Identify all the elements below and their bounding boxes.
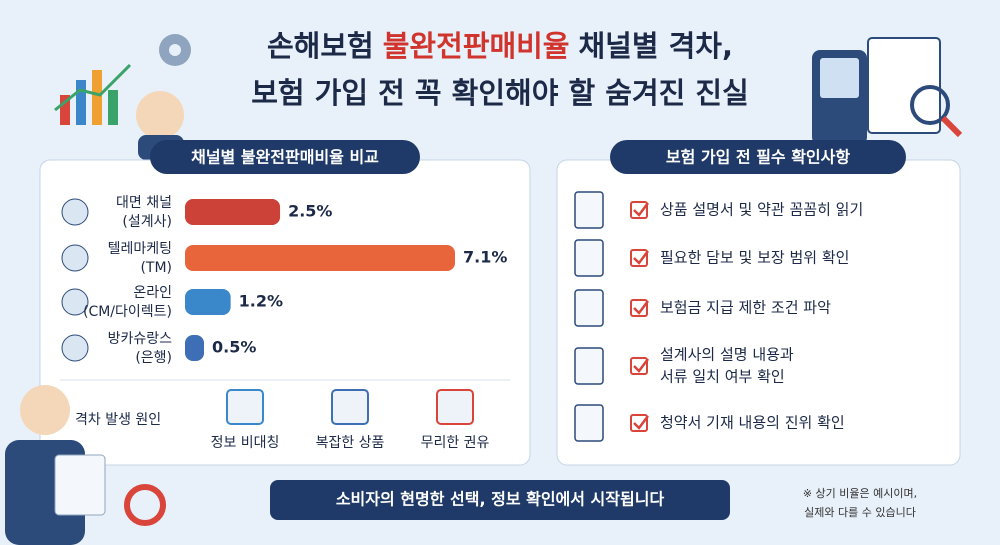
- category-label: 방카슈랑스: [108, 331, 173, 347]
- checklist-title-pill: [610, 140, 906, 174]
- value-label: 7.1%: [463, 248, 507, 267]
- value-label: 2.5%: [288, 202, 332, 221]
- value-label: 1.2%: [239, 292, 283, 311]
- doc-icon: [574, 289, 604, 327]
- title-highlight: 불완전판매비율: [383, 29, 570, 63]
- title-part: 손해보험: [267, 29, 374, 63]
- bar: [185, 335, 205, 361]
- checklist-item: 청약서 기재 내용의 진위 확인: [660, 414, 845, 432]
- doc-icon: [574, 404, 604, 442]
- cause-label: 무리한 권유: [421, 435, 490, 451]
- checkmark: [633, 358, 649, 373]
- decor-documents: [812, 37, 963, 145]
- checklist-title: 보험 가입 전 필수 확인사항: [666, 148, 850, 167]
- category-note: (은행): [135, 350, 172, 366]
- category-label: 온라인: [133, 285, 172, 301]
- note-line: ※ 상기 비율은 예시이며,: [803, 487, 917, 500]
- footer-banner: [270, 480, 730, 520]
- channel-icon: [61, 198, 89, 226]
- checklist-item: 상품 설명서 및 약관 꼼꼼히 읽기: [660, 201, 863, 219]
- category-label: 텔레마케팅: [108, 241, 172, 257]
- chart-title: 채널별 불완전판매비율 비교: [191, 148, 379, 167]
- cause-icon: [226, 389, 264, 425]
- chart-title-pill: [150, 140, 420, 174]
- category-note: (CM/다이렉트): [83, 304, 172, 320]
- title-line-1: 손해보험 불완전판매비율 채널별 격차,: [267, 29, 733, 63]
- checkmark: [633, 415, 649, 430]
- note-line: 실제와 다를 수 있습니다: [804, 506, 916, 519]
- bar: [185, 199, 281, 225]
- title-line-2: 보험 가입 전 꼭 확인해야 할 숨겨진 진실: [251, 76, 749, 110]
- checkmark: [633, 202, 649, 217]
- checkbox: [630, 414, 648, 432]
- category-label: 대면 채널: [116, 195, 172, 211]
- footer-text: 소비자의 현명한 선택, 정보 확인에서 시작됩니다: [336, 490, 665, 509]
- cause-label: 정보 비대칭: [211, 435, 280, 451]
- causes: 정보 비대칭 복잡한 상품 무리한 권유: [211, 389, 490, 451]
- checkbox: [630, 357, 648, 375]
- bar: [185, 289, 231, 315]
- causes-label: 격차 발생 원인: [75, 412, 161, 428]
- cause-icon: [436, 389, 474, 425]
- title-part: 채널별 격차,: [578, 29, 733, 63]
- checkbox: [630, 299, 648, 317]
- decor-person: [5, 385, 166, 545]
- checkmark: [633, 250, 649, 265]
- bar-chart: 대면 채널 (설계사) 2.5% 텔레마케팅 (TM) 7.1% 온라인 (CM/다이렉트) 1…: [61, 195, 507, 366]
- checkmark: [633, 300, 649, 315]
- channel-icon: [61, 334, 89, 362]
- category-note: (TM): [140, 260, 172, 276]
- doc-icon: [574, 191, 604, 229]
- cause-label: 복잡한 상품: [316, 435, 385, 451]
- bar: [185, 245, 455, 271]
- checkbox: [630, 249, 648, 267]
- doc-icon: [574, 347, 604, 385]
- value-label: 0.5%: [212, 338, 256, 357]
- checklist-item: 필요한 담보 및 보장 범위 확인: [660, 249, 849, 267]
- doc-icon: [574, 239, 604, 277]
- checklist-item: 설계사의 설명 내용과: [660, 346, 794, 364]
- checkbox: [630, 201, 648, 219]
- channel-icon: [61, 288, 89, 316]
- checklist-item: 보험금 지급 제한 조건 파악: [660, 299, 831, 317]
- cause-icon: [331, 389, 369, 425]
- checklist-item: 서류 일치 여부 확인: [660, 368, 785, 386]
- category-note: (설계사): [122, 214, 172, 230]
- channel-icon: [61, 244, 89, 272]
